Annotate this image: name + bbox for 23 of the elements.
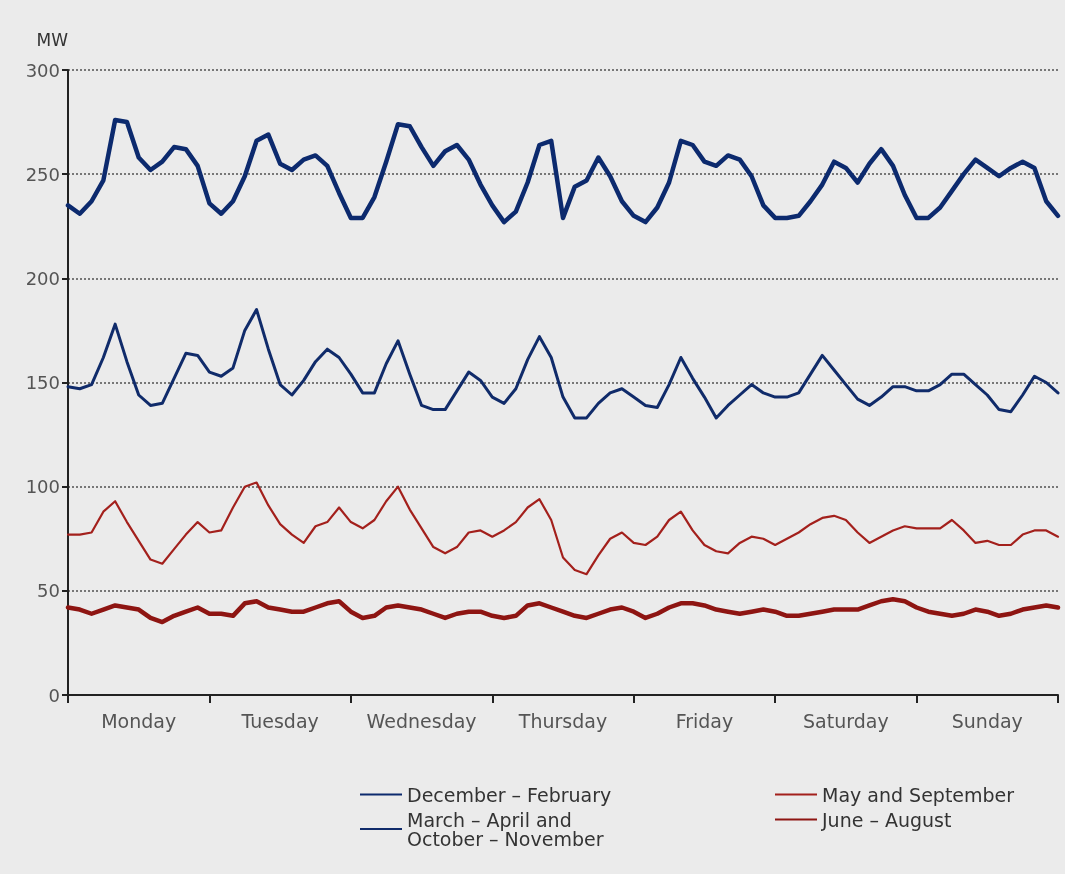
- y-tick-label: 250: [25, 163, 60, 185]
- legend-label: March – April and October – November: [407, 808, 604, 850]
- line-series: [65, 596, 1061, 625]
- y-axis-title: MW: [36, 29, 69, 50]
- x-tick-label: Saturday: [803, 709, 889, 732]
- x-tick-label: Monday: [101, 709, 177, 732]
- legend-label: December – February: [407, 783, 612, 806]
- line-series: [66, 308, 1060, 420]
- x-tick-label: Wednesday: [366, 709, 477, 732]
- y-tick-label: 50: [37, 580, 60, 602]
- y-tick-label: 100: [25, 476, 60, 498]
- y-tick-label: 300: [25, 59, 60, 81]
- x-tick-label: Sunday: [951, 709, 1023, 732]
- y-tick-label: 200: [25, 267, 60, 289]
- line-series: [66, 481, 1060, 576]
- y-tick-label: 150: [25, 372, 60, 393]
- y-tick-label: 0: [48, 684, 60, 706]
- line-series: [65, 117, 1061, 225]
- x-tick-label: Friday: [675, 709, 734, 732]
- legend-label: May and September: [822, 783, 1015, 806]
- legend-label: June – August: [821, 808, 952, 831]
- x-tick-label: Thursday: [517, 709, 608, 732]
- x-tick-label: Tuesday: [240, 709, 319, 732]
